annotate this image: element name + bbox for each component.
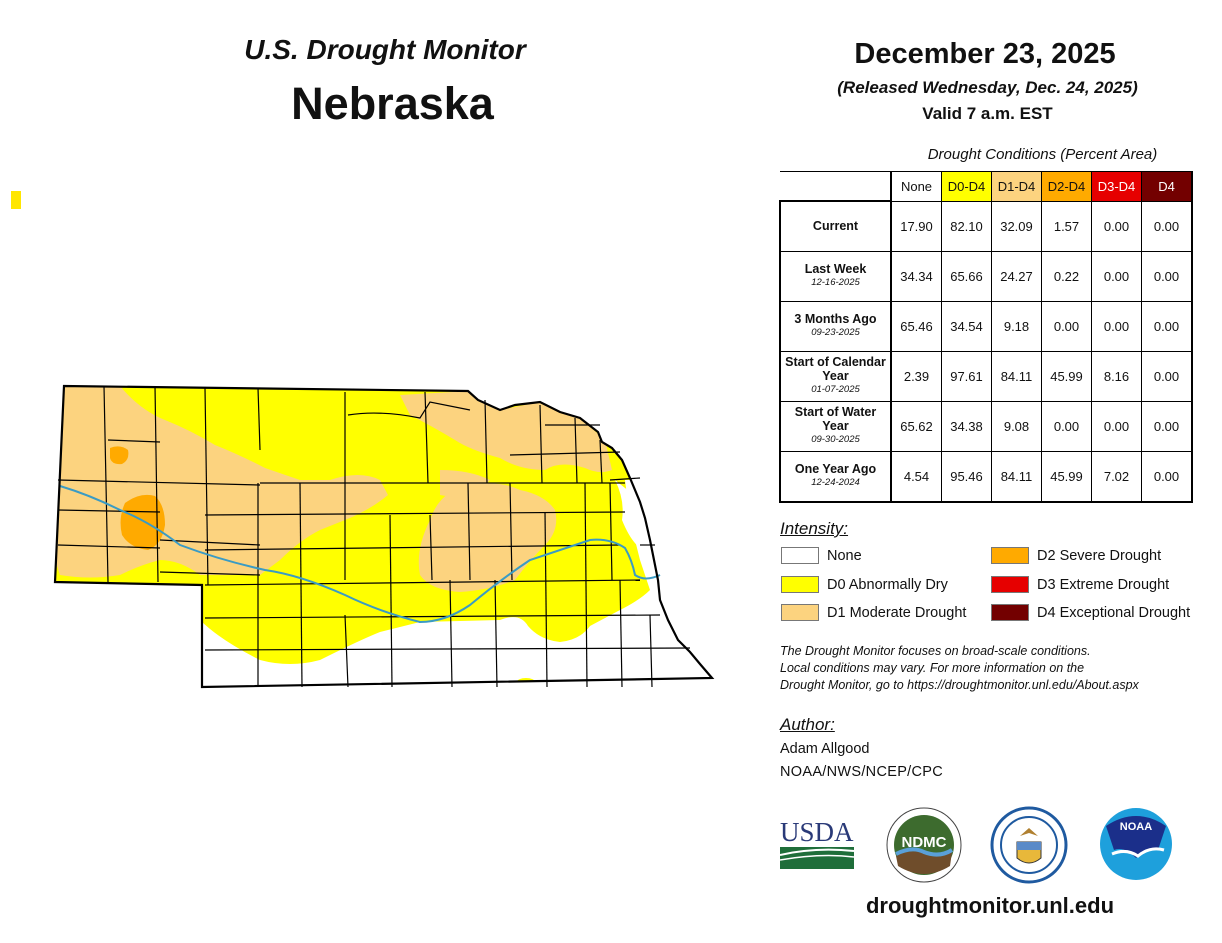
legend-item-d3: D3 Extreme Drought [991, 576, 1169, 593]
col-d2-d4: D2-D4 [1041, 171, 1092, 202]
cell: 32.09 [991, 200, 1042, 252]
cell: 0.00 [1141, 350, 1193, 402]
cell: 45.99 [1041, 450, 1092, 503]
legend-title: Intensity: [780, 519, 849, 538]
cell: 8.16 [1091, 350, 1142, 402]
cell: 24.27 [991, 250, 1042, 302]
row-label-start-calendar-year: Start of Calendar Year 01-07-2025 [779, 350, 892, 402]
table-row: Start of Calendar Year 01-07-2025 2.39 97… [779, 350, 1193, 402]
disclaimer: The Drought Monitor focuses on broad-sca… [780, 643, 1210, 694]
site-url[interactable]: droughtmonitor.unl.edu [865, 893, 1115, 918]
col-d3-d4: D3-D4 [1091, 171, 1142, 202]
cell: 4.54 [890, 450, 942, 503]
cell: 7.02 [1091, 450, 1142, 503]
table-row: Current 17.90 82.10 32.09 1.57 0.00 0.00 [779, 200, 1193, 252]
table-caption: Drought Conditions (Percent Area) [927, 146, 1158, 163]
cell: 45.99 [1041, 350, 1092, 402]
release-date: (Released Wednesday, Dec. 24, 2025) [837, 78, 1138, 97]
county-lines [57, 385, 691, 688]
legend-item-d2: D2 Severe Drought [991, 547, 1161, 564]
cell: 2.39 [890, 350, 942, 402]
table-header-row: None D0-D4 D1-D4 D2-D4 D3-D4 D4 [780, 171, 1193, 202]
cell: 84.11 [991, 450, 1042, 503]
cell: 0.00 [1141, 200, 1193, 252]
swatch-d3 [991, 576, 1029, 593]
noaa-logo: NOAA [1100, 808, 1172, 880]
cell: 0.00 [1141, 300, 1193, 352]
swatch-none [781, 547, 819, 564]
swatch-d2 [991, 547, 1029, 564]
svg-text:NOAA: NOAA [1120, 821, 1152, 833]
legend-item-d0: D0 Abnormally Dry [781, 576, 948, 593]
swatch-d4 [991, 604, 1029, 621]
svg-text:USDA: USDA [780, 817, 854, 847]
svg-text:NDMC: NDMC [902, 834, 947, 851]
table-corner [780, 171, 892, 202]
valid-time: Valid 7 a.m. EST [922, 104, 1053, 123]
drought-conditions-table: None D0-D4 D1-D4 D2-D4 D3-D4 D4 Current … [779, 171, 1193, 503]
cell: 65.66 [941, 250, 992, 302]
row-label-3-months-ago: 3 Months Ago 09-23-2025 [779, 300, 892, 352]
cell: 65.46 [890, 300, 942, 352]
cell: 34.54 [941, 300, 992, 352]
cell: 17.90 [890, 200, 942, 252]
swatch-d1 [781, 604, 819, 621]
cell: 0.00 [1041, 300, 1092, 352]
cell: 9.18 [991, 300, 1042, 352]
map-date: December 23, 2025 [854, 38, 1116, 70]
ndmc-logo: NDMC [886, 807, 962, 883]
cell: 9.08 [991, 400, 1042, 452]
col-d4: D4 [1141, 171, 1193, 202]
row-label-current: Current [779, 200, 892, 252]
cell: 34.38 [941, 400, 992, 452]
col-d0-d4: D0-D4 [941, 171, 992, 202]
cell: 0.00 [1141, 400, 1193, 452]
cell: 97.61 [941, 350, 992, 402]
legend-item-none: None [781, 547, 862, 564]
row-label-last-week: Last Week 12-16-2025 [779, 250, 892, 302]
monitor-subtitle: U.S. Drought Monitor [244, 34, 526, 65]
row-label-one-year-ago: One Year Ago 12-24-2024 [779, 450, 892, 503]
table-row: One Year Ago 12-24-2024 4.54 95.46 84.11 … [779, 450, 1193, 503]
author-org: NOAA/NWS/NCEP/CPC [780, 764, 944, 780]
author-title: Author: [780, 715, 835, 734]
col-none: None [890, 171, 942, 202]
cell: 82.10 [941, 200, 992, 252]
legend-item-d4: D4 Exceptional Drought [991, 604, 1190, 621]
cell: 95.46 [941, 450, 992, 503]
swatch-d0 [781, 576, 819, 593]
cell: 0.00 [1141, 450, 1193, 503]
table-row: Last Week 12-16-2025 34.34 65.66 24.27 0.… [779, 250, 1193, 302]
row-label-start-water-year: Start of Water Year 09-30-2025 [779, 400, 892, 452]
cell: 0.00 [1141, 250, 1193, 302]
cell: 34.34 [890, 250, 942, 302]
cell: 0.00 [1091, 250, 1142, 302]
yellow-marker [11, 191, 21, 209]
col-d1-d4: D1-D4 [991, 171, 1042, 202]
cell: 1.57 [1041, 200, 1092, 252]
commerce-seal-logo [990, 806, 1068, 884]
legend-item-d1: D1 Moderate Drought [781, 604, 966, 621]
table-row: 3 Months Ago 09-23-2025 65.46 34.54 9.18 … [779, 300, 1193, 352]
state-title: Nebraska [291, 78, 494, 129]
platte-river [59, 485, 661, 624]
about-link-text: Drought Monitor, go to https://droughtmo… [780, 678, 1139, 692]
cell: 0.00 [1091, 400, 1142, 452]
cell: 84.11 [991, 350, 1042, 402]
usda-logo: USDA [780, 817, 855, 869]
cell: 0.00 [1091, 300, 1142, 352]
table-row: Start of Water Year 09-30-2025 65.62 34.3… [779, 400, 1193, 452]
cell: 0.22 [1041, 250, 1092, 302]
cell: 0.00 [1091, 200, 1142, 252]
cell: 0.00 [1041, 400, 1092, 452]
nebraska-drought-map [53, 384, 715, 689]
state-border [53, 384, 715, 689]
cell: 65.62 [890, 400, 942, 452]
author-name: Adam Allgood [780, 741, 870, 757]
